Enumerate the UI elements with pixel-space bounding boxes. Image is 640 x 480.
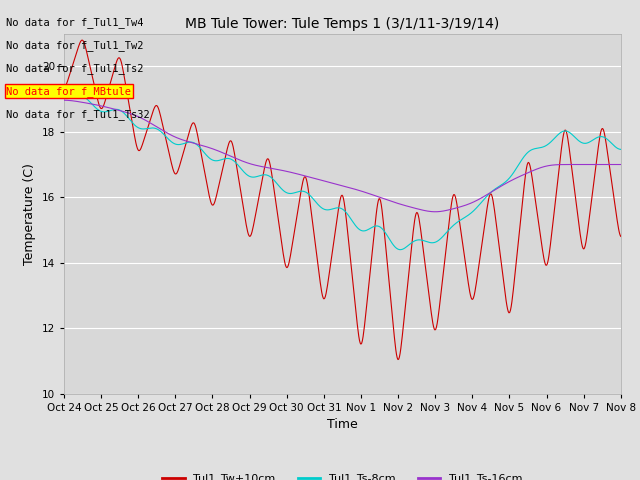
Text: No data for f_MBtule: No data for f_MBtule: [6, 86, 131, 97]
Text: No data for f_Tul1_Tw4: No data for f_Tul1_Tw4: [6, 17, 144, 28]
Text: No data for f_Tul1_Ts32: No data for f_Tul1_Ts32: [6, 109, 150, 120]
Title: MB Tule Tower: Tule Temps 1 (3/1/11-3/19/14): MB Tule Tower: Tule Temps 1 (3/1/11-3/19…: [185, 17, 500, 31]
X-axis label: Time: Time: [327, 418, 358, 431]
Y-axis label: Temperature (C): Temperature (C): [23, 163, 36, 264]
Text: No data for f_Tul1_Ts2: No data for f_Tul1_Ts2: [6, 63, 144, 74]
Text: No data for f_Tul1_Tw2: No data for f_Tul1_Tw2: [6, 40, 144, 51]
Legend: Tul1_Tw+10cm, Tul1_Ts-8cm, Tul1_Ts-16cm: Tul1_Tw+10cm, Tul1_Ts-8cm, Tul1_Ts-16cm: [158, 469, 527, 480]
